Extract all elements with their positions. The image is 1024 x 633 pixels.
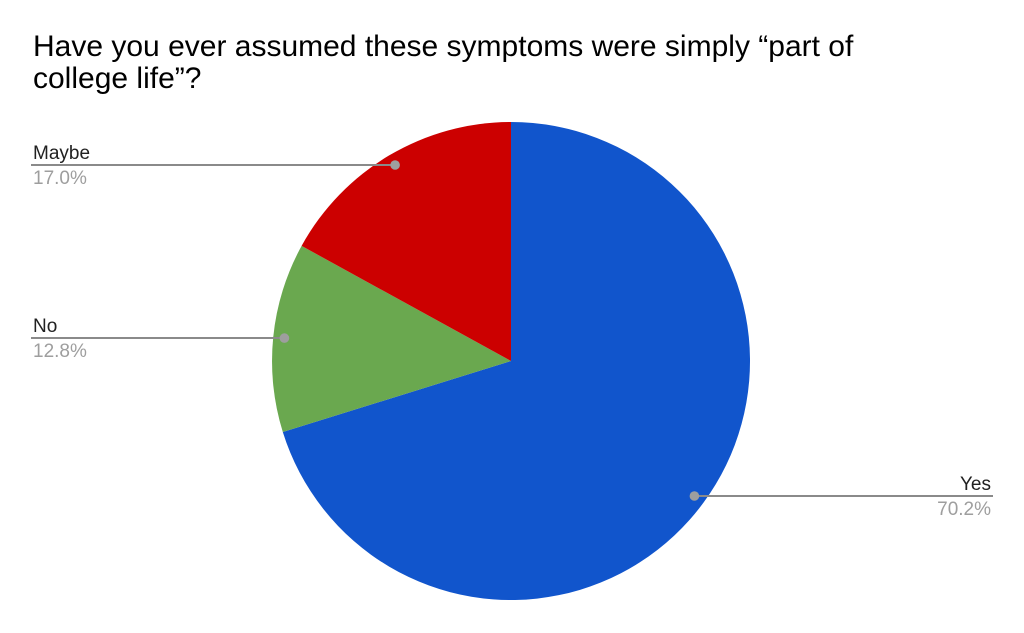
chart-title-line2: college life”? bbox=[33, 62, 202, 95]
slice-percent-maybe: 17.0% bbox=[33, 168, 87, 189]
callout-yes: Yes 70.2% bbox=[689, 474, 993, 520]
slice-percent-no: 12.8% bbox=[33, 341, 87, 362]
slice-label-no: No bbox=[33, 316, 57, 337]
chart-title-line1: Have you ever assumed these symptoms wer… bbox=[33, 30, 854, 63]
pie-slice-no[interactable] bbox=[272, 245, 511, 432]
callout-no: No 12.8% bbox=[31, 316, 290, 362]
chart-title: Have you ever assumed these symptoms wer… bbox=[33, 31, 963, 95]
leader-dot-maybe bbox=[390, 160, 400, 170]
pie-slice-yes[interactable] bbox=[282, 122, 751, 600]
callout-maybe: Maybe 17.0% bbox=[31, 143, 400, 189]
pie-slice-maybe[interactable] bbox=[301, 122, 511, 361]
leader-dot-yes bbox=[689, 491, 700, 501]
slice-label-yes: Yes bbox=[960, 474, 991, 495]
slice-label-maybe: Maybe bbox=[33, 143, 90, 164]
leader-dot-no bbox=[279, 333, 290, 343]
slice-percent-yes: 70.2% bbox=[937, 499, 991, 520]
